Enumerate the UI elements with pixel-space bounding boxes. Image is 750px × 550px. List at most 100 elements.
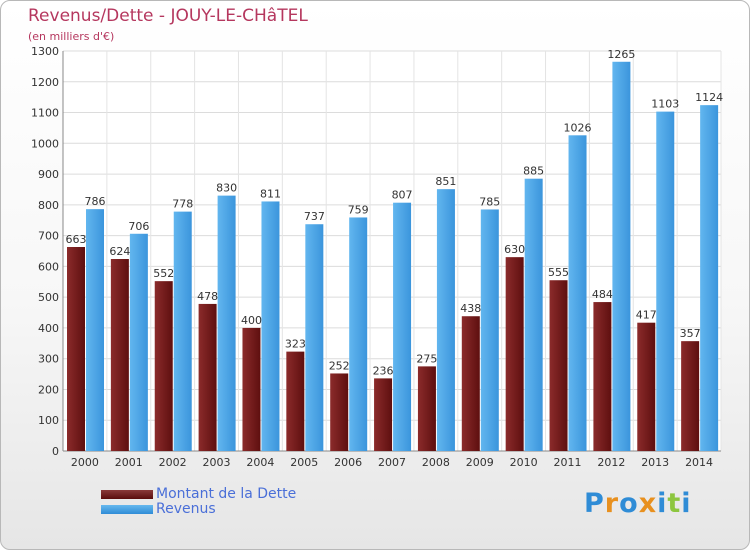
bar-revenus-2000 xyxy=(86,209,104,451)
x-tick-label-2004: 2004 xyxy=(246,456,274,469)
legend-label-debt: Montant de la Dette xyxy=(156,486,297,502)
y-tick-label: 600 xyxy=(38,260,59,273)
bar-revenus-2007 xyxy=(393,202,412,451)
legend-swatch-debt xyxy=(101,490,153,499)
data-label-debt-2013: 417 xyxy=(636,309,657,322)
bar-revenus-2009 xyxy=(480,209,499,451)
data-label-debt-2002: 552 xyxy=(153,267,174,280)
bar-debt-2003 xyxy=(198,303,217,451)
bar-revenus-2008 xyxy=(436,189,455,451)
bar-revenus-2013 xyxy=(656,111,675,451)
y-tick-label: 1000 xyxy=(31,137,59,150)
data-label-revenus-2001: 706 xyxy=(128,220,149,233)
data-label-debt-2006: 252 xyxy=(329,359,350,372)
y-tick-label: 700 xyxy=(38,230,59,243)
data-label-revenus-2014: 1124 xyxy=(695,91,723,104)
chart-subtitle: (en milliers d'€) xyxy=(28,30,115,43)
logo-letter: i xyxy=(657,488,668,519)
data-label-debt-2012: 484 xyxy=(592,288,613,301)
x-tick-label-2012: 2012 xyxy=(597,456,625,469)
bar-debt-2007 xyxy=(374,378,393,451)
bar-revenus-2010 xyxy=(524,178,543,451)
bar-revenus-2001 xyxy=(129,233,148,451)
data-label-revenus-2012: 1265 xyxy=(607,48,635,61)
logo-letter: o xyxy=(619,488,639,519)
bar-revenus-2014 xyxy=(700,105,719,452)
logo-letter: r xyxy=(604,488,620,519)
data-label-revenus-2005: 737 xyxy=(304,210,325,223)
x-tick-label-2005: 2005 xyxy=(290,456,318,469)
data-label-debt-2011: 555 xyxy=(548,266,569,279)
data-label-debt-2003: 478 xyxy=(197,290,218,303)
x-tick-label-2003: 2003 xyxy=(203,456,231,469)
data-label-revenus-2007: 807 xyxy=(392,189,413,202)
x-tick-label-2007: 2007 xyxy=(378,456,406,469)
bar-debt-2009 xyxy=(461,316,480,451)
data-label-debt-2009: 438 xyxy=(460,302,481,315)
data-label-debt-2014: 357 xyxy=(680,327,701,340)
y-tick-label: 100 xyxy=(38,414,59,427)
logo-letter: i xyxy=(681,488,692,519)
x-tick-label-2008: 2008 xyxy=(422,456,450,469)
legend-swatch-revenus xyxy=(101,505,153,514)
logo-letter: x xyxy=(638,488,658,519)
bar-debt-2012 xyxy=(593,302,612,451)
bar-debt-2005 xyxy=(286,351,305,451)
bar-debt-2011 xyxy=(549,280,568,451)
x-tick-label-2001: 2001 xyxy=(115,456,143,469)
data-label-revenus-2011: 1026 xyxy=(564,121,592,134)
bar-revenus-2012 xyxy=(612,61,631,452)
bar-debt-2013 xyxy=(637,322,656,451)
x-tick-label-2009: 2009 xyxy=(466,456,494,469)
x-tick-label-2014: 2014 xyxy=(685,456,713,469)
x-tick-label-2013: 2013 xyxy=(641,456,669,469)
data-label-revenus-2004: 811 xyxy=(260,187,281,200)
x-tick-label-2000: 2000 xyxy=(71,456,99,469)
bar-debt-2002 xyxy=(154,281,173,451)
y-tick-label: 1200 xyxy=(31,76,59,89)
x-tick-label-2011: 2011 xyxy=(553,456,581,469)
y-tick-label: 1300 xyxy=(31,45,59,58)
bar-debt-2001 xyxy=(110,259,129,451)
bar-debt-2004 xyxy=(242,327,261,451)
y-tick-label: 900 xyxy=(38,168,59,181)
data-label-debt-2004: 400 xyxy=(241,314,262,327)
y-tick-label: 500 xyxy=(38,291,59,304)
y-tick-label: 200 xyxy=(38,383,59,396)
legend-label-revenus: Revenus xyxy=(156,501,216,517)
data-label-revenus-2003: 830 xyxy=(216,182,237,195)
data-label-debt-2001: 624 xyxy=(109,245,130,258)
data-label-revenus-2013: 1103 xyxy=(651,98,679,111)
bar-revenus-2003 xyxy=(217,195,236,451)
chart-title: Revenus/Dette - JOUY-LE-CHâTEL xyxy=(28,6,308,26)
data-label-debt-2007: 236 xyxy=(373,364,394,377)
x-tick-label-2010: 2010 xyxy=(510,456,538,469)
data-label-revenus-2002: 778 xyxy=(172,198,193,211)
data-label-revenus-2009: 785 xyxy=(479,195,500,208)
data-label-debt-2005: 323 xyxy=(285,338,306,351)
bar-debt-2006 xyxy=(330,373,349,451)
bar-debt-2010 xyxy=(505,257,524,451)
logo-letter: P xyxy=(584,488,605,519)
data-label-revenus-2006: 759 xyxy=(348,203,369,216)
x-tick-label-2006: 2006 xyxy=(334,456,362,469)
y-tick-label: 1100 xyxy=(31,107,59,120)
bar-debt-2000 xyxy=(67,247,85,451)
bar-revenus-2004 xyxy=(261,201,280,451)
bar-revenus-2005 xyxy=(305,224,324,451)
data-label-revenus-2000: 786 xyxy=(85,195,106,208)
bar-revenus-2002 xyxy=(173,211,192,451)
logo-letter: t xyxy=(667,488,682,519)
bar-debt-2014 xyxy=(681,341,700,451)
y-tick-label: 400 xyxy=(38,322,59,335)
y-tick-label: 300 xyxy=(38,353,59,366)
data-label-debt-2000: 663 xyxy=(66,233,87,246)
bar-revenus-2006 xyxy=(349,217,368,451)
y-tick-label: 0 xyxy=(52,445,59,458)
bar-debt-2008 xyxy=(417,366,436,451)
data-label-revenus-2010: 885 xyxy=(523,165,544,178)
data-label-debt-2008: 275 xyxy=(416,352,437,365)
x-tick-label-2002: 2002 xyxy=(159,456,187,469)
